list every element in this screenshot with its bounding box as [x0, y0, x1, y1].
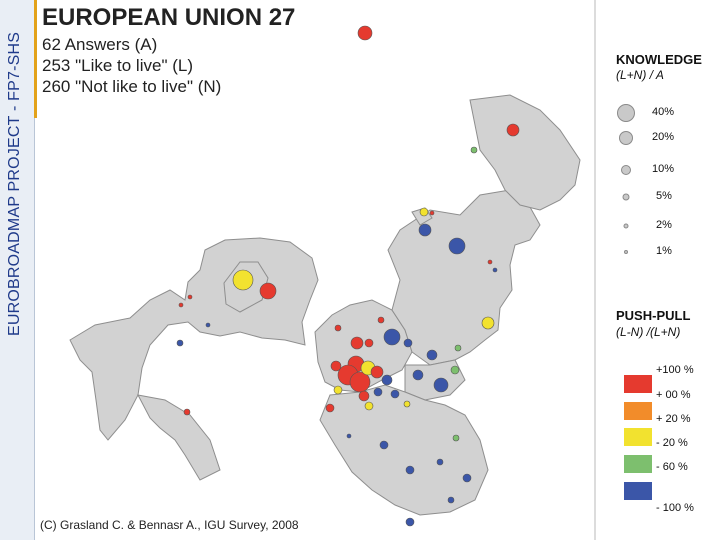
africa: [319, 384, 489, 516]
size-20-dot: [619, 131, 633, 145]
knowledge-symbol-red: [506, 123, 520, 137]
knowledge-symbol-red: [325, 403, 335, 413]
size-10-dot: [621, 165, 631, 175]
knowledge-symbol-red: [183, 408, 191, 416]
knowledge-symbol-blue: [462, 473, 472, 483]
pushpull-title: PUSH-PULL: [616, 308, 691, 323]
knowledge-symbol-red: [357, 25, 373, 41]
pushpull-formula: (L-N) /(L+N): [616, 325, 681, 339]
world-map: [69, 25, 581, 527]
north-america: [69, 237, 319, 441]
project-title: EUROBROADMAP PROJECT - FP7-SHS: [6, 31, 23, 336]
knowledge-symbol-red: [259, 282, 277, 300]
knowledge-symbol-red: [187, 294, 193, 300]
class-label-6: - 100 %: [656, 502, 694, 514]
knowledge-symbol-red: [334, 324, 342, 332]
knowledge-symbol-yellow: [419, 207, 429, 217]
knowledge-symbols: [176, 25, 520, 527]
south-america: [137, 394, 221, 481]
size-1-label: 1%: [656, 245, 672, 257]
knowledge-symbol-green: [470, 146, 478, 154]
knowledge-symbol-red: [178, 302, 184, 308]
size-20-label: 20%: [652, 131, 675, 143]
class-swatch-yellow: [624, 428, 652, 446]
size-2-label: 2%: [656, 219, 672, 231]
source-credit: (C) Grasland C. & Bennasr A., IGU Survey…: [40, 518, 299, 532]
knowledge-symbol-green: [454, 344, 462, 352]
sidebar: [0, 0, 35, 540]
class-label-1: +100 %: [656, 364, 694, 376]
knowledge-symbol-blue: [403, 338, 413, 348]
knowledge-symbol-blue: [448, 237, 466, 255]
knowledge-symbol-red: [349, 371, 371, 393]
knowledge-symbol-blue: [447, 496, 455, 504]
knowledge-symbol-red: [358, 390, 370, 402]
map-title: EUROPEAN UNION 27: [42, 4, 296, 31]
knowledge-title: KNOWLEDGE: [616, 52, 702, 67]
class-label-5: - 60 %: [656, 461, 688, 473]
knowledge-symbol-blue: [405, 465, 415, 475]
knowledge-symbol-blue: [205, 322, 211, 328]
knowledge-symbol-yellow: [403, 400, 411, 408]
class-swatch-red: [624, 375, 652, 393]
knowledge-symbol-yellow: [333, 385, 343, 395]
count-not-like: 260 "Not like to live" (N): [42, 77, 222, 96]
size-40-label: 40%: [652, 106, 675, 118]
knowledge-symbol-red: [350, 336, 364, 350]
size-2-dot: [623, 223, 629, 229]
sidebar-accent: [34, 0, 37, 118]
knowledge-symbol-yellow: [232, 269, 254, 291]
class-swatch-blue: [624, 482, 652, 500]
knowledge-symbol-red: [364, 338, 374, 348]
legend-panel: KNOWLEDGE (L+N) / A 40% 20% 10% 5% 2% 1%…: [600, 0, 720, 540]
knowledge-symbol-blue: [426, 349, 438, 361]
knowledge-symbol-yellow: [481, 316, 495, 330]
knowledge-symbol-blue: [390, 389, 400, 399]
legend-divider: [594, 0, 596, 540]
knowledge-symbol-red: [429, 210, 435, 216]
knowledge-symbol-blue: [383, 328, 401, 346]
size-40-dot: [617, 104, 635, 122]
knowledge-symbol-blue: [412, 369, 424, 381]
knowledge-symbol-green: [450, 365, 460, 375]
sample-counts: 62 Answers (A) 253 "Like to live" (L) 26…: [42, 34, 221, 97]
knowledge-symbol-green: [452, 434, 460, 442]
knowledge-symbol-blue: [433, 377, 449, 393]
size-1-dot: [624, 250, 628, 254]
knowledge-symbol-red: [370, 365, 384, 379]
class-label-2: + 00 %: [656, 389, 691, 401]
knowledge-symbol-blue: [405, 517, 415, 527]
size-10-label: 10%: [652, 163, 675, 175]
knowledge-symbol-red: [377, 316, 385, 324]
count-answers: 62 Answers (A): [42, 35, 158, 54]
far-east: [469, 94, 581, 211]
knowledge-symbol-blue: [346, 433, 352, 439]
knowledge-symbol-yellow: [364, 401, 374, 411]
knowledge-symbol-red: [330, 360, 342, 372]
size-5-label: 5%: [656, 190, 672, 202]
knowledge-formula: (L+N) / A: [616, 68, 664, 82]
russia-asia: [387, 189, 541, 366]
class-label-3: + 20 %: [656, 413, 691, 425]
class-swatch-green: [624, 455, 652, 473]
class-swatch-orange: [624, 402, 652, 420]
knowledge-symbol-blue: [381, 374, 393, 386]
land-masses: [69, 94, 581, 516]
knowledge-symbol-blue: [492, 267, 498, 273]
knowledge-symbol-blue: [436, 458, 444, 466]
class-label-4: - 20 %: [656, 437, 688, 449]
knowledge-symbol-blue: [379, 440, 389, 450]
count-like: 253 "Like to live" (L): [42, 56, 193, 75]
knowledge-symbol-red: [487, 259, 493, 265]
knowledge-symbol-blue: [373, 387, 383, 397]
size-5-dot: [622, 193, 630, 201]
knowledge-symbol-blue: [418, 223, 432, 237]
knowledge-symbol-blue: [176, 339, 184, 347]
